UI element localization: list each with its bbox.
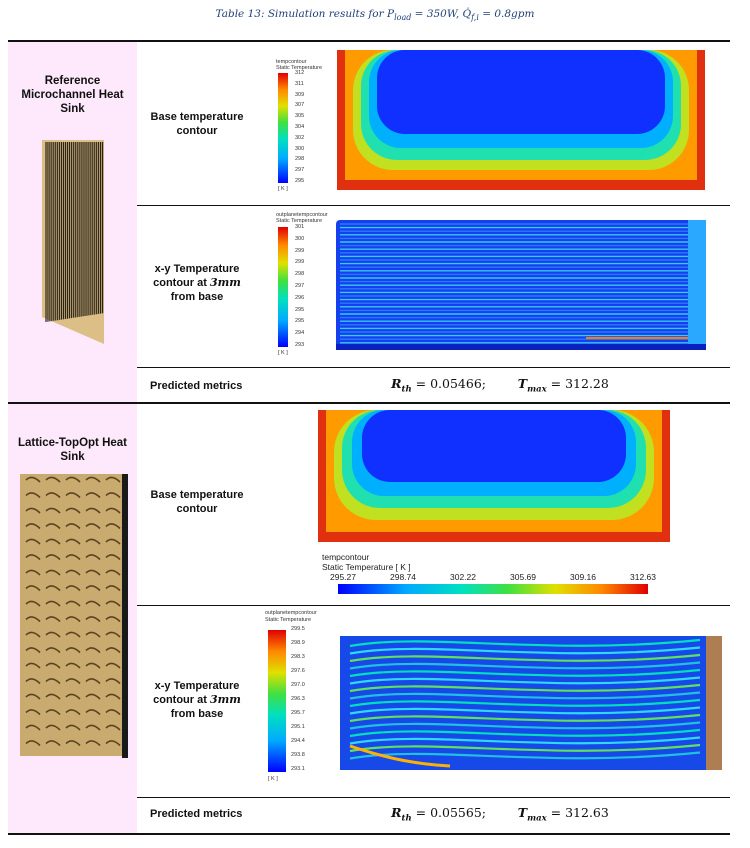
colorbar-tick-label: 298	[295, 271, 305, 278]
colorbar-tick-label: 296	[295, 294, 305, 301]
colorbar-ticks: 299.5 298.9 298.3 297.6 297.0 296.3 295.7 295.1…	[291, 626, 321, 772]
colorbar-xy-2	[268, 630, 286, 772]
row-divider	[137, 797, 730, 798]
colorbar-tick-label: 293.1	[291, 766, 305, 772]
colorbar-tick-label: 297	[295, 283, 305, 289]
colorbar-tick-label: 299	[295, 247, 305, 254]
colorbar-tick-label: 301	[295, 224, 305, 230]
colorbar-tick-label: 300	[295, 145, 305, 152]
colorbar-tick-label: 294.4	[291, 738, 305, 744]
base-temperature-contour-image	[337, 50, 705, 190]
colorbar-tick-label: 305.69	[510, 572, 536, 582]
colorbar-tick-label: 298.74	[390, 572, 416, 582]
colorbar-tick-label: 296.3	[291, 696, 305, 702]
row-divider	[137, 605, 730, 606]
colorbar-tick-label: 312.63	[630, 572, 656, 582]
colorbar-tick-label: 302	[295, 134, 305, 141]
colorbar-tick-label: 298	[295, 156, 305, 163]
predicted-metrics: Rth = 0.05565; Tmax = 312.63	[391, 805, 609, 824]
row-divider	[137, 205, 730, 206]
section-lattice: Lattice-TopOpt Heat Sink	[8, 404, 137, 833]
table-caption: Table 13: Simulation results for Pload =…	[215, 8, 535, 23]
colorbar-base-2	[338, 584, 648, 594]
section-divider-rule	[8, 402, 730, 404]
xy-temperature-contour-image	[340, 636, 722, 770]
colorbar-name: outplanetempcontour	[276, 212, 328, 218]
base-temperature-contour-image	[318, 410, 670, 542]
colorbar-unit: [ K ]	[268, 776, 278, 782]
colorbar-xy-1	[278, 227, 288, 347]
colorbar-title: Static Temperature	[265, 617, 312, 623]
metrics-label: Predicted metrics	[150, 380, 243, 392]
colorbar-tick-label: 298.9	[291, 640, 305, 646]
colorbar-tick-label: 295.7	[291, 710, 305, 716]
section-title: Lattice-TopOpt Heat Sink	[17, 437, 128, 463]
row-label-xy: x-y Temperature contour at 3mm from base	[153, 680, 241, 720]
colorbar-title: Static Temperature	[276, 218, 323, 224]
colorbar-tick-label: 309.16	[570, 572, 596, 582]
colorbar-unit: [ K ]	[278, 186, 288, 192]
section-reference: Reference Microchannel Heat Sink	[8, 42, 137, 402]
lattice-heatsink-image	[20, 474, 128, 758]
section-title: Reference Microchannel Heat Sink	[21, 75, 124, 115]
colorbar-tick-label: 295.1	[291, 724, 305, 730]
row-label-xy: x-y Temperature contour at 3mm from base	[153, 263, 241, 303]
colorbar-tick-label: 299.5	[291, 626, 305, 632]
colorbar-unit: [ K ]	[278, 350, 288, 356]
colorbar-tick-label: 307	[295, 102, 305, 109]
row-divider	[137, 367, 730, 368]
colorbar-tick-label: 302.22	[450, 572, 476, 582]
row-label-base: Base temperature contour	[150, 489, 244, 515]
colorbar-tick-label: 312	[295, 70, 305, 76]
colorbar-name: outplanetempcontour	[265, 610, 317, 616]
colorbar-ticks: 295.27 298.74 302.22 305.69 309.16 312.63	[330, 572, 656, 582]
colorbar-tick-label: 297.0	[291, 682, 305, 688]
metrics-label: Predicted metrics	[150, 808, 243, 820]
xy-temperature-contour-image	[336, 220, 706, 350]
colorbar-tick-label: 295	[295, 306, 305, 313]
colorbar-title: Static Temperature	[276, 65, 323, 71]
row-label-base: Base temperature contour	[150, 111, 244, 137]
colorbar-ticks: 312 311 309 307 305 304 302 300 298 297 295	[295, 70, 325, 184]
colorbar-tick-label: 304	[295, 124, 305, 130]
colorbar-tick-label: 295.27	[330, 572, 356, 582]
colorbar-tick-label: 300	[295, 235, 305, 242]
predicted-metrics: Rth = 0.05466; Tmax = 312.28	[391, 376, 609, 395]
colorbar-name: tempcontour	[322, 552, 370, 562]
colorbar-ticks: 301 300 299 299 298 297 296 295 295 294 293	[295, 224, 325, 348]
colorbar-tick-label: 293.8	[291, 752, 305, 758]
colorbar-tick-label: 299	[295, 259, 305, 266]
table-top-rule	[8, 40, 730, 42]
colorbar-tick-label: 293	[295, 342, 305, 348]
colorbar-tick-label: 295	[295, 178, 305, 184]
colorbar-tick-label: 297	[295, 167, 305, 174]
colorbar-tick-label: 311	[295, 80, 304, 87]
colorbar-tick-label: 295	[295, 318, 305, 325]
colorbar-name: tempcontour	[276, 59, 307, 65]
colorbar-tick-label: 298.3	[291, 654, 305, 660]
microchannel-heatsink-image	[42, 140, 104, 344]
colorbar-title: Static Temperature [ K ]	[322, 562, 411, 572]
colorbar-base-1	[278, 73, 288, 183]
colorbar-tick-label: 309	[295, 91, 305, 98]
colorbar-tick-label: 297.6	[291, 668, 305, 674]
colorbar-tick-label: 294	[295, 330, 305, 337]
table-bottom-rule	[8, 833, 730, 835]
colorbar-tick-label: 305	[295, 113, 305, 120]
